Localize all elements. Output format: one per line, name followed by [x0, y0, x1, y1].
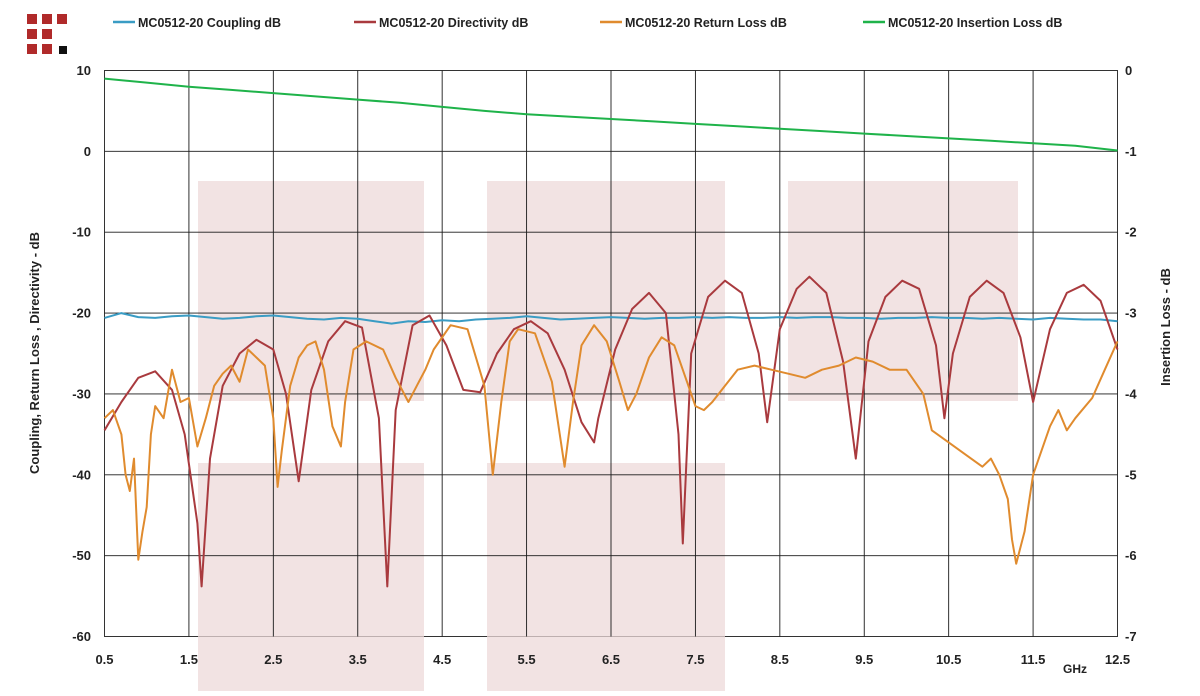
shaded-region-4: [198, 463, 424, 691]
series-lines: [103, 77, 1119, 588]
x-axis-unit-label: GHz: [1063, 662, 1087, 676]
y-right-tick-label: 0: [1125, 63, 1132, 78]
y-right-tick-label: -2: [1125, 225, 1137, 240]
x-tick-label: 4.5: [433, 652, 451, 667]
x-tick-label: 2.5: [264, 652, 282, 667]
y-left-tick-label: 0: [84, 144, 91, 159]
shaded-regions: [198, 181, 1018, 691]
series-line-directivity: [103, 275, 1119, 588]
legend-label-insertion-loss: MC0512-20 Insertion Loss dB: [888, 16, 1062, 30]
x-tick-label: 11.5: [1021, 652, 1046, 667]
shaded-region-3: [788, 181, 1018, 401]
series-line-insertion-loss: [104, 77, 1118, 152]
y-left-tick-label: -60: [72, 629, 91, 644]
legend-label-coupling: MC0512-20 Coupling dB: [138, 16, 281, 30]
legend-label-directivity: MC0512-20 Directivity dB: [379, 16, 528, 30]
legend: MC0512-20 Coupling dB MC0512-20 Directiv…: [113, 16, 1062, 30]
logo-icon: [27, 14, 67, 54]
x-tick-label: 12.5: [1105, 652, 1130, 667]
tick-labels: 0.5 1.5 2.5 3.5 4.5 5.5 6.5 7.5 8.5 9.5 10.5 11.5 12…: [72, 63, 1137, 667]
y-right-tick-label: -7: [1125, 629, 1137, 644]
y-left-tick-label: 10: [77, 63, 91, 78]
x-tick-label: 8.5: [771, 652, 789, 667]
y-left-tick-label: -30: [72, 386, 91, 401]
series-line-return-loss: [103, 324, 1119, 565]
grid: [104, 70, 1118, 637]
y-left-tick-label: -50: [72, 548, 91, 563]
y-right-tick-label: -1: [1125, 144, 1137, 159]
y-left-tick-label: -20: [72, 306, 91, 321]
x-tick-label: 10.5: [936, 652, 961, 667]
y-left-tick-label: -40: [72, 467, 91, 482]
y-axis-right-label: Insertion Loss - dB: [1158, 268, 1173, 386]
x-tick-label: 6.5: [602, 652, 620, 667]
legend-label-return-loss: MC0512-20 Return Loss dB: [625, 16, 787, 30]
x-tick-label: 0.5: [95, 652, 113, 667]
series-line-coupling: [104, 312, 1118, 325]
y-right-tick-label: -3: [1125, 306, 1137, 321]
x-tick-label: 5.5: [518, 652, 536, 667]
shaded-region-1: [198, 181, 424, 401]
shaded-region-2: [487, 181, 725, 401]
x-tick-label: 3.5: [349, 652, 367, 667]
y-axis-left-label: Coupling, Return Loss , Directivity - dB: [27, 232, 42, 474]
y-right-tick-label: -5: [1125, 467, 1137, 482]
x-tick-label: 9.5: [855, 652, 873, 667]
y-left-tick-label: -10: [72, 225, 91, 240]
x-tick-label: 7.5: [686, 652, 704, 667]
y-right-tick-label: -6: [1125, 548, 1137, 563]
x-tick-label: 1.5: [180, 652, 198, 667]
y-right-tick-label: -4: [1125, 386, 1137, 401]
